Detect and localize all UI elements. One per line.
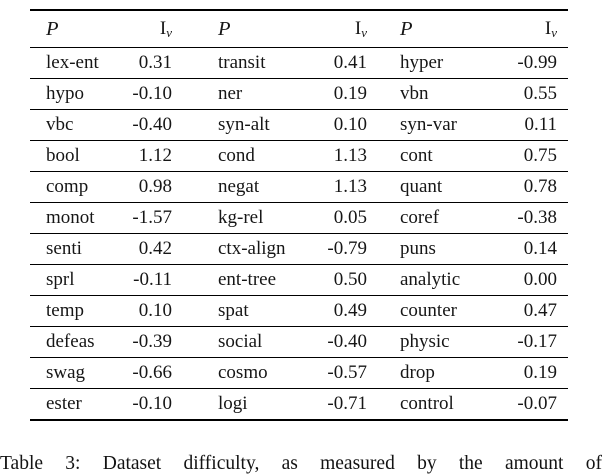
col-header-iv-3: Iv — [544, 18, 557, 40]
phenomenon-cell: physic — [400, 331, 450, 352]
phenomenon-cell: coref — [400, 207, 440, 228]
iv-value-cell: 0.11 — [524, 114, 557, 135]
phenomenon-cell: logi — [218, 393, 248, 414]
iv-value-cell: 1.13 — [333, 145, 367, 166]
phenomenon-cell: bool — [46, 145, 80, 166]
phenomenon-cell: syn-var — [400, 114, 457, 135]
phenomenon-cell: transit — [218, 52, 266, 73]
phenomenon-cell: syn-alt — [218, 114, 270, 135]
iv-value-cell: 0.98 — [138, 176, 172, 197]
phenomenon-cell: ctx-align — [218, 238, 286, 259]
table-row: senti 0.42 ctx-align -0.79 puns 0.14 — [30, 234, 568, 265]
iv-value-cell: 1.12 — [138, 145, 172, 166]
col-header-phenomenon-1: P — [46, 18, 60, 40]
phenomenon-cell: control — [400, 393, 454, 414]
table-row: swag -0.66 cosmo -0.57 drop 0.19 — [30, 358, 568, 389]
iv-value-cell: 0.75 — [523, 145, 557, 166]
phenomenon-cell: vbc — [46, 114, 74, 135]
iv-value-cell: -0.66 — [132, 362, 172, 383]
iv-value-cell: 0.31 — [138, 52, 172, 73]
iv-value-cell: -0.39 — [132, 331, 172, 352]
phenomenon-cell: analytic — [400, 269, 461, 290]
iv-value-cell: 0.47 — [523, 300, 557, 321]
iv-value-cell: 0.05 — [333, 207, 367, 228]
phenomenon-cell: monot — [46, 207, 95, 228]
col-header-iv-2: Iv — [354, 18, 367, 40]
phenomenon-cell: negat — [218, 176, 260, 197]
iv-value-cell: 0.10 — [138, 300, 172, 321]
table-row: ester -0.10 logi -0.71 control -0.07 — [30, 389, 568, 419]
iv-value-cell: 0.50 — [333, 269, 367, 290]
phenomenon-cell: ester — [46, 393, 82, 414]
iv-value-cell: 0.10 — [333, 114, 367, 135]
phenomenon-cell: cont — [400, 145, 433, 166]
iv-value-cell: -1.57 — [132, 207, 172, 228]
table-row: defeas -0.39 social -0.40 physic -0.17 — [30, 327, 568, 358]
iv-value-cell: -0.40 — [327, 331, 367, 352]
col-header-iv-1: Iv — [159, 18, 172, 40]
col-header-phenomenon-2: P — [218, 18, 232, 40]
phenomenon-cell: defeas — [46, 331, 95, 352]
phenomenon-cell: hypo — [46, 83, 84, 104]
phenomenon-cell: vbn — [400, 83, 429, 104]
table-body: lex-ent 0.31 transit 0.41 hyper -0.99 hypo -0.1… — [30, 48, 568, 419]
iv-value-cell: -0.17 — [517, 331, 557, 352]
col-header-phenomenon-3: P — [400, 18, 414, 40]
table-row: sprl -0.11 ent-tree 0.50 analytic 0.00 — [30, 265, 568, 296]
phenomenon-cell: ent-tree — [218, 269, 277, 290]
iv-value-cell: -0.07 — [517, 393, 557, 414]
iv-value-cell: -0.38 — [517, 207, 557, 228]
iv-value-cell: -0.10 — [132, 393, 172, 414]
results-table: P Iv P Iv P Iv lex-ent 0.31 transit 0.41 hyp… — [30, 9, 568, 421]
phenomenon-cell: counter — [400, 300, 457, 321]
phenomenon-cell: kg-rel — [218, 207, 264, 228]
phenomenon-cell: puns — [400, 238, 436, 259]
phenomenon-cell: social — [218, 331, 263, 352]
iv-value-cell: 0.00 — [523, 269, 557, 290]
iv-value-cell: -0.99 — [517, 52, 557, 73]
table-row: monot -1.57 kg-rel 0.05 coref -0.38 — [30, 203, 568, 234]
phenomenon-cell: sprl — [46, 269, 75, 290]
iv-value-cell: 0.14 — [523, 238, 557, 259]
phenomenon-cell: lex-ent — [46, 52, 99, 73]
table-caption: Table 3: Dataset difficulty, as measured… — [0, 453, 602, 474]
table-row: hypo -0.10 ner 0.19 vbn 0.55 — [30, 79, 568, 110]
phenomenon-cell: swag — [46, 362, 86, 383]
iv-value-cell: 0.49 — [333, 300, 367, 321]
phenomenon-cell: quant — [400, 176, 443, 197]
phenomenon-cell: spat — [218, 300, 249, 321]
phenomenon-cell: senti — [46, 238, 82, 259]
iv-value-cell: 0.78 — [523, 176, 557, 197]
iv-value-cell: 0.19 — [333, 83, 367, 104]
phenomenon-cell: ner — [218, 83, 243, 104]
table-row: temp 0.10 spat 0.49 counter 0.47 — [30, 296, 568, 327]
iv-value-cell: -0.40 — [132, 114, 172, 135]
phenomenon-cell: cond — [218, 145, 255, 166]
table-row: bool 1.12 cond 1.13 cont 0.75 — [30, 141, 568, 172]
phenomenon-cell: comp — [46, 176, 89, 197]
iv-value-cell: 0.55 — [523, 83, 557, 104]
iv-value-cell: 0.42 — [138, 238, 172, 259]
iv-value-cell: -0.11 — [133, 269, 172, 290]
phenomenon-cell: temp — [46, 300, 84, 321]
iv-value-cell: 1.13 — [333, 176, 367, 197]
table-row: lex-ent 0.31 transit 0.41 hyper -0.99 — [30, 48, 568, 79]
table-row: vbc -0.40 syn-alt 0.10 syn-var 0.11 — [30, 110, 568, 141]
iv-value-cell: 0.41 — [333, 52, 367, 73]
iv-value-cell: 0.19 — [523, 362, 557, 383]
table-row: comp 0.98 negat 1.13 quant 0.78 — [30, 172, 568, 203]
iv-value-cell: -0.10 — [132, 83, 172, 104]
table-header-row: P Iv P Iv P Iv — [30, 11, 568, 48]
phenomenon-cell: hyper — [400, 52, 444, 73]
iv-value-cell: -0.71 — [327, 393, 367, 414]
iv-value-cell: -0.79 — [327, 238, 367, 259]
phenomenon-cell: drop — [400, 362, 435, 383]
phenomenon-cell: cosmo — [218, 362, 268, 383]
iv-value-cell: -0.57 — [327, 362, 367, 383]
